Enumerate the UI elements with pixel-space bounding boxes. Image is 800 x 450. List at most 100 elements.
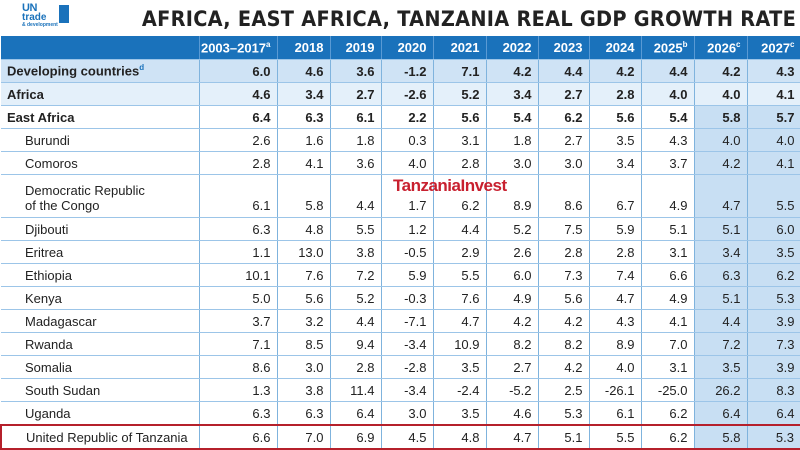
table-row: Rwanda 7.1 8.5 9.4 -3.4 10.9 8.2 8.2 8.9 7.0 7.2 7.…: [1, 332, 800, 356]
row-name: Uganda: [25, 405, 71, 421]
column-header: 2023: [538, 36, 590, 60]
value-cell: 6.4: [747, 401, 800, 426]
row-name: Africa: [7, 86, 44, 102]
value-cell: 3.0: [538, 151, 590, 175]
column-footnote: c: [790, 39, 795, 49]
value-cell: 3.5: [747, 240, 800, 264]
value-cell: 6.3: [199, 401, 278, 426]
value-cell: 5.5: [330, 217, 382, 241]
value-cell: 7.2: [330, 263, 382, 287]
value-cell: 7.0: [277, 424, 331, 450]
row-name: Rwanda: [25, 336, 73, 352]
table-row: Ethiopia 10.1 7.6 7.2 5.9 5.5 6.0 7.3 7.4 6.6 6.3 6…: [1, 263, 800, 287]
value-cell: 4.1: [277, 151, 331, 175]
value-cell: 5.1: [694, 286, 748, 310]
value-cell: 10.9: [433, 332, 487, 356]
value-cell: 3.5: [694, 355, 748, 379]
table-row: United Republic of Tanzania 6.6 7.0 6.9 4.5 4…: [0, 424, 800, 450]
value-cell: 8.2: [486, 332, 539, 356]
value-cell: 4.3: [747, 59, 800, 83]
value-cell: 6.3: [277, 105, 331, 129]
value-cell: 4.7: [694, 174, 748, 218]
value-cell: 5.3: [747, 424, 800, 450]
value-cell: 8.9: [589, 332, 642, 356]
value-cell: 2.7: [538, 82, 590, 106]
value-cell: 4.1: [747, 82, 800, 106]
table-row: Madagascar 3.7 3.2 4.4 -7.1 4.7 4.2 4.2 4.3 4.1 4.…: [1, 309, 800, 333]
value-cell: 2.7: [486, 355, 539, 379]
value-cell: 3.7: [641, 151, 695, 175]
table-row: Burundi 2.6 1.6 1.8 0.3 3.1 1.8 2.7 3.5 4.3 4.0 4.0: [1, 128, 800, 152]
value-cell: 6.6: [199, 424, 278, 450]
value-cell: 1.7: [381, 174, 434, 218]
row-label: Rwanda: [1, 332, 200, 356]
value-cell: 7.1: [433, 59, 487, 83]
row-label: Ethiopia: [1, 263, 200, 287]
value-cell: 5.5: [589, 424, 642, 450]
table-row: Africa 4.6 3.4 2.7 -2.6 5.2 3.4 2.7 2.8 4.0 4.0 4.1: [1, 82, 800, 106]
column-header: 2003–2017a: [199, 36, 278, 60]
table-row: South Sudan 1.3 3.8 11.4 -3.4 -2.4 -5.2 2.5 -26.…: [1, 378, 800, 402]
value-cell: 4.0: [641, 82, 695, 106]
column-label: 2020: [397, 40, 427, 55]
value-cell: 6.1: [330, 105, 382, 129]
value-cell: 4.9: [641, 286, 695, 310]
value-cell: -2.6: [381, 82, 434, 106]
column-header: 2020: [381, 36, 434, 60]
row-name: Comoros: [25, 155, 78, 171]
value-cell: 4.9: [641, 174, 695, 218]
value-cell: 1.2: [381, 217, 434, 241]
value-cell: 6.1: [199, 174, 278, 218]
column-header: 2027c: [747, 36, 800, 60]
header-row: 2003–2017a 2018 2019 2020 2021 2022 2023 2024 20…: [1, 36, 800, 60]
value-cell: 4.2: [486, 309, 539, 333]
row-label: Eritrea: [1, 240, 200, 264]
value-cell: 5.2: [330, 286, 382, 310]
row-name: Burundi: [25, 132, 70, 148]
value-cell: 4.8: [433, 424, 487, 450]
row-label: Comoros: [1, 151, 200, 175]
value-cell: 3.6: [330, 151, 382, 175]
value-cell: 4.4: [694, 309, 748, 333]
value-cell: 7.1: [199, 332, 278, 356]
value-cell: 6.2: [433, 174, 487, 218]
value-cell: -25.0: [641, 378, 695, 402]
table-row: Democratic Republic of the Congo 6.1 5.8 4.4…: [1, 174, 800, 218]
column-footnote: a: [266, 39, 271, 49]
row-label: Burundi: [1, 128, 200, 152]
value-cell: 8.6: [199, 355, 278, 379]
row-name: South Sudan: [25, 382, 101, 398]
value-cell: 1.8: [486, 128, 539, 152]
value-cell: 3.7: [199, 309, 278, 333]
value-cell: -0.5: [381, 240, 434, 264]
column-label: 2025: [653, 40, 683, 56]
value-cell: 3.1: [433, 128, 487, 152]
row-label: Kenya: [1, 286, 200, 310]
value-cell: 6.3: [694, 263, 748, 287]
value-cell: 4.6: [277, 59, 331, 83]
value-cell: 6.2: [641, 401, 695, 426]
value-cell: 4.7: [486, 424, 539, 450]
value-cell: 1.6: [277, 128, 331, 152]
value-cell: 6.2: [641, 424, 695, 450]
row-label: Somalia: [1, 355, 200, 379]
row-name: Djibouti: [25, 221, 69, 237]
value-cell: 7.3: [538, 263, 590, 287]
value-cell: 4.3: [641, 128, 695, 152]
value-cell: -2.8: [381, 355, 434, 379]
value-cell: -7.1: [381, 309, 434, 333]
table-row: Kenya 5.0 5.6 5.2 -0.3 7.6 4.9 5.6 4.7 4.9 5.1 5.3: [1, 286, 800, 310]
column-footnote: c: [736, 39, 741, 49]
value-cell: 8.5: [277, 332, 331, 356]
value-cell: 6.9: [330, 424, 382, 450]
column-header: 2022: [486, 36, 539, 60]
value-cell: 4.7: [433, 309, 487, 333]
value-cell: 5.7: [747, 105, 800, 129]
column-label: 2021: [450, 40, 480, 55]
column-label: 2023: [553, 40, 583, 55]
value-cell: 6.2: [538, 105, 590, 129]
value-cell: 7.0: [641, 332, 695, 356]
value-cell: 9.4: [330, 332, 382, 356]
row-label: Djibouti: [1, 217, 200, 241]
column-label: 2018: [294, 40, 324, 55]
